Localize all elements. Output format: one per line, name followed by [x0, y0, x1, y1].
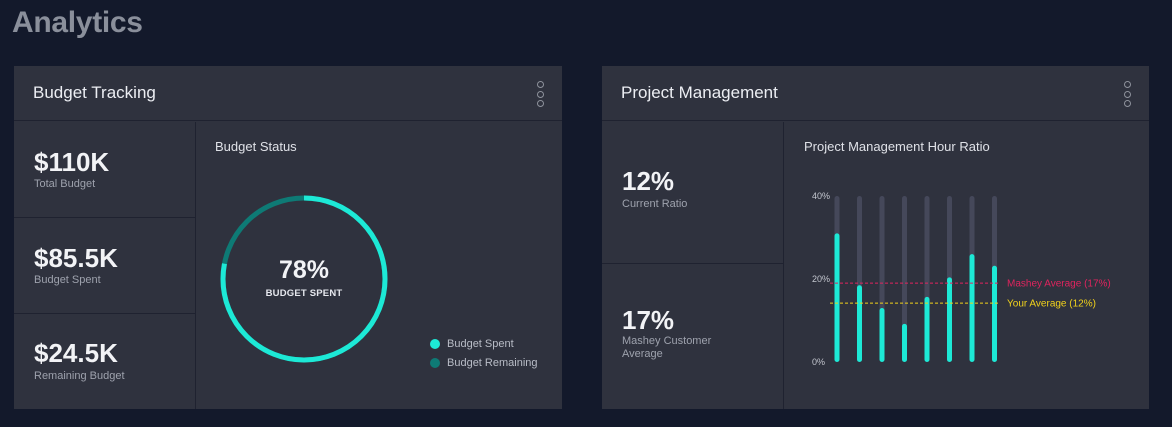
reference-line-label: Your Average (12%) [1007, 299, 1096, 310]
stat-budget-spent: $85.5K Budget Spent [14, 218, 195, 314]
stat-total-budget: $110K Total Budget [14, 122, 195, 218]
stat-remaining-budget: $24.5K Remaining Budget [14, 314, 195, 409]
legend-dot-icon [430, 338, 440, 349]
budget-tracking-card: Budget Tracking $110K Total Budget $85.5… [14, 66, 562, 409]
budget-card-title: Budget Tracking [33, 83, 156, 102]
bar [902, 323, 907, 362]
pm-chart-title: Project Management Hour Ratio [804, 139, 990, 154]
stat-label: Mashey Customer Average [622, 335, 712, 360]
legend-label: Budget Spent [447, 337, 514, 350]
legend-dot-icon [430, 357, 440, 368]
reference-line-label: Mashey Average (17%) [1007, 279, 1111, 290]
legend-item-remaining: Budget Remaining [430, 353, 538, 372]
y-tick-label: 20% [812, 274, 830, 284]
project-management-card: Project Management 12% Current Ratio 17%… [602, 66, 1149, 409]
bar [857, 285, 862, 362]
y-tick-label: 0% [812, 357, 825, 367]
pm-card-title: Project Management [621, 83, 778, 102]
bar [879, 308, 885, 362]
bar [924, 296, 930, 362]
budget-status-title: Budget Status [215, 139, 297, 154]
legend-label: Budget Remaining [447, 356, 538, 369]
stat-value: $85.5K [34, 243, 118, 273]
bar [992, 265, 997, 362]
bar [947, 277, 952, 362]
stat-value: 17% [622, 305, 675, 335]
stat-label: Budget Spent [34, 274, 101, 286]
page-title: Analytics [12, 6, 143, 39]
stat-mashey-average: 17% Mashey Customer Average [602, 264, 783, 409]
stat-value: $24.5K [34, 338, 118, 368]
budget-card-header: Budget Tracking [14, 66, 562, 121]
stat-label: Current Ratio [622, 198, 688, 210]
donut-sub-label: BUDGET SPENT [265, 287, 343, 299]
stat-label: Remaining Budget [34, 370, 125, 382]
budget-stats-column: $110K Total Budget $85.5K Budget Spent $… [14, 122, 196, 409]
donut-percent: 78% [278, 255, 330, 284]
bar [969, 254, 975, 362]
pm-card-header: Project Management [602, 66, 1149, 121]
stat-value: $110K [34, 147, 110, 177]
pm-more-options-icon[interactable] [1122, 81, 1132, 107]
y-tick-label: 40% [812, 191, 830, 201]
legend-item-spent: Budget Spent [430, 334, 538, 353]
bar-track [902, 196, 907, 362]
stat-current-ratio: 12% Current Ratio [602, 122, 783, 264]
bar [834, 233, 840, 362]
stat-label: Total Budget [34, 178, 96, 190]
donut-spent-arc [220, 195, 388, 363]
hour-ratio-bar-chart: 0% 20% 40% Mashey Average (17%) Your Average… [812, 191, 1111, 367]
budget-donut-chart: 78% BUDGET SPENT [219, 194, 389, 364]
pm-stats-column: 12% Current Ratio 17% Mashey Customer Av… [602, 122, 784, 409]
budget-legend: Budget Spent Budget Remaining [430, 334, 538, 372]
stat-value: 12% [622, 166, 675, 196]
budget-more-options-icon[interactable] [535, 81, 545, 107]
